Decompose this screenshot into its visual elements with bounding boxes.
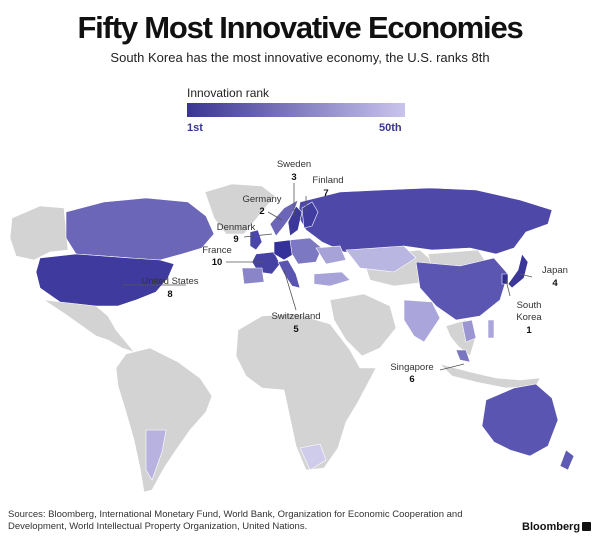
spain <box>241 267 265 285</box>
canada <box>65 197 215 261</box>
map-subtitle: South Korea has the most innovative econ… <box>110 50 490 65</box>
china <box>415 257 509 321</box>
africa <box>235 313 377 471</box>
malaysia <box>455 349 471 363</box>
sweden <box>287 205 303 237</box>
callout-france-name: France <box>202 245 232 256</box>
thailand-vietnam <box>461 319 477 343</box>
legend-title: Innovation rank <box>187 86 270 100</box>
callout-switzerland-rank: 5 <box>293 324 299 335</box>
leader-lines <box>122 183 533 371</box>
ranked-land <box>35 187 575 481</box>
callout-germany-rank: 2 <box>259 206 264 217</box>
switzerland-italy <box>277 259 301 289</box>
callout-switzerland-name: Switzerland <box>271 311 320 322</box>
australia <box>481 383 559 457</box>
south-america <box>115 347 213 493</box>
united-kingdom <box>249 229 263 251</box>
callout-singapore-rank: 6 <box>409 374 414 385</box>
callout-germany-name: Germany <box>242 194 281 205</box>
unranked-land <box>9 183 541 493</box>
callout-denmark-name: Denmark <box>217 222 256 233</box>
map-title: Fifty Most Innovative Economies <box>77 10 523 45</box>
callout-labels: Sweden 3 Finland 7 Germany 2 Denmark 9 F… <box>141 159 567 385</box>
bloomberg-icon <box>582 522 592 531</box>
callout-japan-name: Japan <box>542 265 568 276</box>
callout-south-korea-name-2: Korea <box>516 312 542 323</box>
argentina <box>145 429 167 481</box>
callout-denmark-rank: 9 <box>233 234 238 245</box>
source-note: Sources: Bloomberg, International Moneta… <box>8 509 463 532</box>
south-africa <box>299 443 327 471</box>
callout-sweden-name: Sweden <box>277 159 311 170</box>
legend-max-label: 50th <box>379 122 402 134</box>
russia <box>297 187 553 255</box>
callout-finland-rank: 7 <box>323 188 328 199</box>
indonesia <box>438 363 541 389</box>
greenland <box>204 183 276 235</box>
callout-united-states-rank: 8 <box>167 289 172 300</box>
alaska <box>9 205 69 261</box>
india <box>403 299 441 343</box>
central-europe <box>289 237 323 265</box>
world-map: Sweden 3 Finland 7 Germany 2 Denmark 9 F… <box>9 159 575 493</box>
ukraine <box>315 245 347 265</box>
japan <box>507 253 529 289</box>
middle-east <box>329 293 397 357</box>
brand-logo: Bloomberg <box>522 521 592 533</box>
philippines <box>487 319 495 339</box>
callout-south-korea-rank: 1 <box>526 325 532 336</box>
germany <box>273 239 295 261</box>
brand-name: Bloomberg <box>522 521 581 533</box>
legend-min-label: 1st <box>187 122 203 134</box>
south-korea <box>501 273 509 285</box>
callout-finland-name: Finland <box>312 175 343 186</box>
callout-south-korea-name-1: South <box>517 300 542 311</box>
callout-france-rank: 10 <box>212 257 223 268</box>
legend-gradient-bar <box>187 103 405 117</box>
callout-united-states-name: United States <box>141 276 198 287</box>
callout-japan-rank: 4 <box>552 278 558 289</box>
kazakhstan <box>345 245 417 273</box>
mexico-central-america <box>43 299 135 353</box>
united-states <box>35 253 175 307</box>
callout-singapore-name: Singapore <box>390 362 433 373</box>
turkey <box>313 271 351 287</box>
new-zealand <box>559 449 575 471</box>
callout-sweden-rank: 3 <box>291 172 296 183</box>
